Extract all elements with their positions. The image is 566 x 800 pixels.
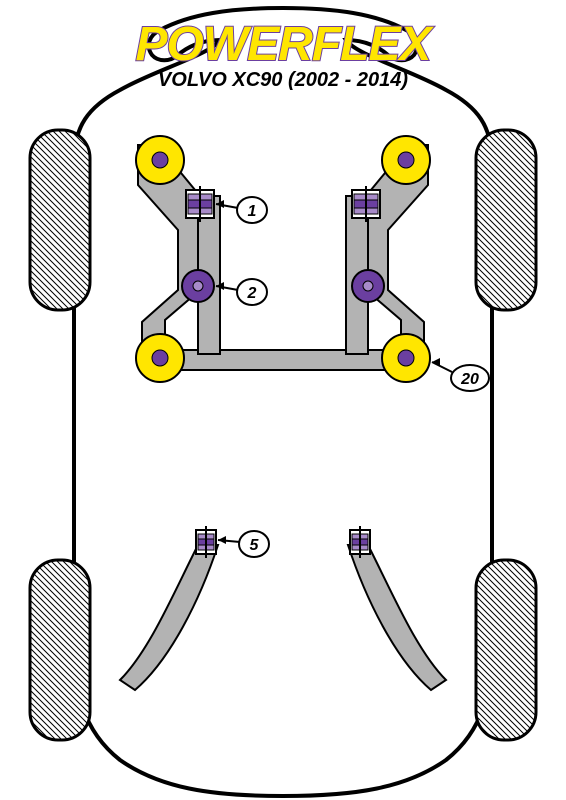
tire-front-left xyxy=(30,130,90,310)
bushing-purple-2-right xyxy=(352,270,384,302)
bushing-yellow-front-left xyxy=(136,136,184,184)
tire-rear-left xyxy=(30,560,90,740)
tire-rear-right xyxy=(476,560,536,740)
bushing-purple-2-left xyxy=(182,270,214,302)
bushing-yellow-rear-right xyxy=(382,334,430,382)
callout-20-label: 20 xyxy=(460,371,479,388)
bushing-yellow-front-right xyxy=(382,136,430,184)
callout-2-label: 2 xyxy=(247,285,257,302)
bushing-purple-1-left xyxy=(186,186,214,222)
bushing-purple-1-right xyxy=(352,186,380,222)
tire-front-right xyxy=(476,130,536,310)
subtitle: VOLVO XC90 (2002 - 2014) xyxy=(158,69,408,91)
bushing-purple-5-left xyxy=(196,526,216,558)
bushing-purple-5-right xyxy=(350,526,370,558)
bushing-yellow-rear-left xyxy=(136,334,184,382)
callout-5-label: 5 xyxy=(250,537,260,554)
diagram-svg: 1 2 20 5 POWERFLEX VOLVO XC90 (2002 - 20… xyxy=(0,0,566,800)
brand-logo: POWERFLEX xyxy=(135,18,434,71)
callout-1-label: 1 xyxy=(248,203,257,220)
diagram-container: 1 2 20 5 POWERFLEX VOLVO XC90 (2002 - 20… xyxy=(0,0,566,800)
